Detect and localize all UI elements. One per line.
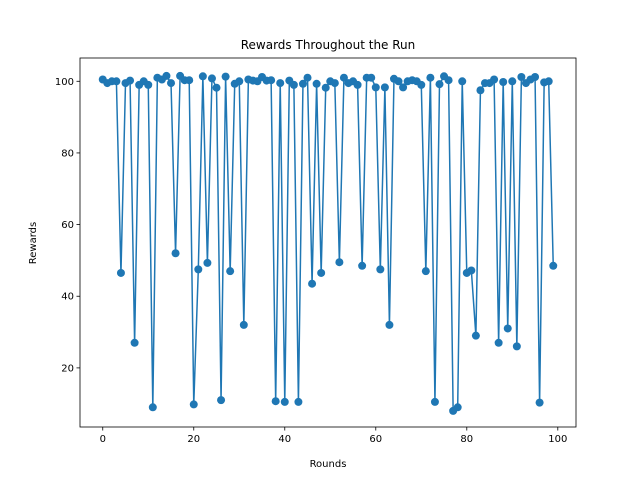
x-tick-label: 100: [548, 434, 567, 445]
data-point: [503, 324, 512, 333]
data-point: [330, 79, 339, 88]
plot-area: [79, 57, 577, 428]
data-point: [198, 72, 207, 81]
data-point: [435, 80, 444, 89]
data-point: [417, 80, 426, 89]
data-point: [194, 265, 203, 274]
data-point: [399, 83, 408, 92]
data-point: [276, 79, 285, 88]
y-tick-label: 20: [61, 363, 74, 374]
series-layer: [98, 71, 558, 415]
data-point: [239, 320, 248, 329]
data-point: [280, 397, 289, 406]
x-tick-label: 60: [369, 434, 382, 445]
data-point: [116, 268, 125, 277]
data-point: [544, 77, 553, 86]
data-point: [112, 77, 121, 86]
data-point: [531, 72, 540, 81]
data-point: [212, 83, 221, 92]
data-point: [508, 77, 517, 86]
data-point: [185, 76, 194, 85]
x-tick-label: 20: [187, 434, 200, 445]
data-point: [426, 73, 435, 82]
data-point: [371, 83, 380, 92]
x-tick-label: 0: [100, 434, 106, 445]
data-point: [444, 76, 453, 85]
data-point: [476, 86, 485, 95]
data-point: [458, 77, 467, 86]
data-point: [189, 400, 198, 409]
data-point: [358, 261, 367, 270]
data-point: [490, 75, 499, 84]
data-point: [303, 73, 312, 82]
data-point: [367, 73, 376, 82]
data-point: [221, 72, 230, 81]
data-point: [471, 331, 480, 340]
data-point: [298, 79, 307, 88]
y-axis-label: Rewards: [28, 222, 39, 264]
data-point: [385, 320, 394, 329]
data-point: [162, 71, 171, 80]
data-point: [339, 73, 348, 82]
data-point: [308, 279, 317, 288]
data-point: [512, 342, 521, 351]
y-tick-label: 40: [61, 292, 74, 303]
y-tick-label: 60: [61, 220, 74, 231]
data-point: [203, 258, 212, 267]
y-axis: 20 40 60 80 100: [55, 77, 80, 374]
data-point: [217, 396, 226, 405]
data-point: [317, 268, 326, 277]
data-point: [289, 80, 298, 89]
data-point: [421, 267, 430, 276]
x-tick-label: 40: [278, 434, 291, 445]
data-point: [207, 74, 216, 83]
data-point: [130, 338, 139, 347]
data-point: [376, 265, 385, 274]
data-point: [535, 398, 544, 407]
x-tick-label: 80: [460, 434, 473, 445]
data-point: [430, 397, 439, 406]
data-point: [312, 79, 321, 88]
data-point: [126, 76, 135, 85]
chart-title: Rewards Throughout the Run: [241, 38, 416, 52]
data-point: [453, 403, 462, 412]
x-axis: 0 20 40 60 80 100: [100, 427, 567, 445]
data-point: [271, 397, 280, 406]
data-point: [171, 249, 180, 258]
x-axis-label: Rounds: [310, 459, 347, 470]
data-point: [494, 338, 503, 347]
data-point: [144, 80, 153, 89]
data-point: [549, 261, 558, 270]
data-point: [499, 78, 508, 86]
data-point: [353, 80, 362, 89]
data-point: [380, 83, 389, 92]
data-point: [394, 77, 403, 86]
axes-frame: [79, 57, 577, 428]
data-point: [335, 258, 344, 267]
data-point: [294, 397, 303, 406]
data-point: [467, 266, 476, 275]
data-point: [267, 76, 276, 85]
y-tick-label: 100: [55, 77, 74, 88]
data-point: [321, 83, 330, 92]
data-point: [517, 72, 526, 81]
data-point: [226, 267, 235, 276]
data-point: [148, 403, 157, 412]
data-point: [167, 79, 176, 88]
data-point: [235, 77, 244, 86]
y-tick-label: 80: [61, 148, 74, 159]
